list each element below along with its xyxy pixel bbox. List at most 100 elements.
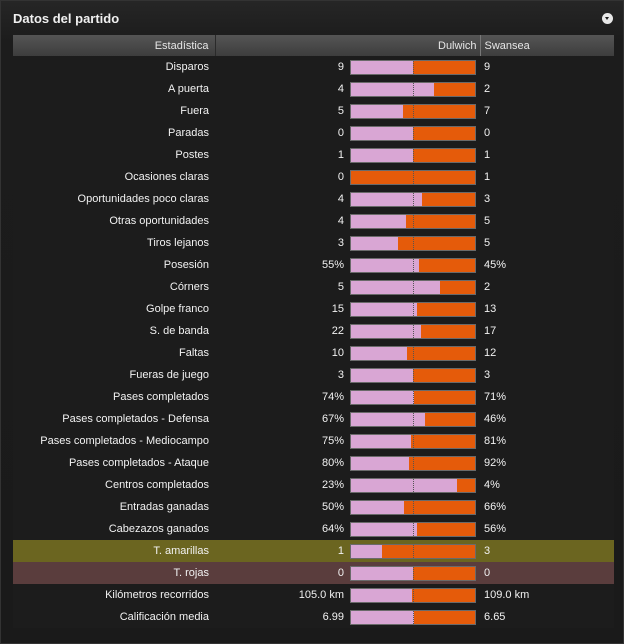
home-value: 74% (321, 391, 344, 403)
comparison-bar (350, 566, 476, 581)
comparison-bar-cell (350, 56, 480, 78)
away-value: 56% (484, 523, 507, 535)
table-row: Pases completados - Defensa 67% 46% (13, 408, 615, 430)
header-away-team[interactable]: Swansea (480, 35, 615, 56)
home-value: 80% (321, 457, 344, 469)
comparison-bar (350, 346, 476, 361)
comparison-bar (350, 170, 476, 185)
comparison-bar-cell (350, 100, 480, 122)
bar-midline (413, 193, 414, 206)
stat-label: Córners (169, 281, 209, 293)
comparison-bar (350, 588, 476, 603)
bar-midline (413, 567, 414, 580)
bar-midline (413, 215, 414, 228)
comparison-bar-cell (350, 496, 480, 518)
away-value: 0 (484, 567, 491, 579)
comparison-bar (350, 236, 476, 251)
home-share-fill (351, 215, 407, 228)
table-row: Cabezazos ganados 64% 56% (13, 518, 615, 540)
away-value: 12 (484, 347, 497, 359)
comparison-bar (350, 412, 476, 427)
away-value: 5 (484, 215, 491, 227)
bar-midline (413, 611, 414, 624)
table-row: Disparos 9 9 (13, 56, 615, 78)
bar-midline (413, 435, 414, 448)
away-value: 45% (484, 259, 507, 271)
comparison-bar (350, 434, 476, 449)
home-share-fill (351, 61, 413, 74)
table-row: Postes 1 1 (13, 144, 615, 166)
comparison-bar-cell (350, 408, 480, 430)
comparison-bar-cell (350, 452, 480, 474)
table-row: Córners 5 2 (13, 276, 615, 298)
away-value: 71% (484, 391, 507, 403)
table-row: Pases completados - Ataque 80% 92% (13, 452, 615, 474)
comparison-bar (350, 82, 476, 97)
bar-midline (413, 545, 414, 558)
comparison-bar-cell (350, 298, 480, 320)
header-stat[interactable]: Estadística (13, 35, 216, 56)
comparison-bar-cell (350, 144, 480, 166)
stat-label: T. amarillas (153, 545, 209, 557)
bar-midline (413, 127, 414, 140)
table-row: Tiros lejanos 3 5 (13, 232, 615, 254)
home-value: 64% (321, 523, 344, 535)
home-value: 55% (321, 259, 344, 271)
table-row: T. amarillas 1 3 (13, 540, 615, 562)
collapse-icon[interactable] (602, 13, 613, 24)
bar-midline (413, 83, 414, 96)
away-value: 9 (484, 61, 491, 73)
comparison-bar-cell (350, 320, 480, 342)
bar-midline (413, 347, 414, 360)
away-value: 5 (484, 237, 491, 249)
away-value: 17 (484, 325, 497, 337)
away-value: 3 (484, 369, 491, 381)
bar-midline (413, 413, 414, 426)
away-value: 92% (484, 457, 507, 469)
comparison-bar (350, 324, 476, 339)
away-value: 66% (484, 501, 507, 513)
header-home-label: Dulwich (438, 39, 477, 52)
table-header-row: Estadística Dulwich Swansea (13, 35, 615, 56)
table-row: Paradas 0 0 (13, 122, 615, 144)
home-value: 15 (331, 303, 344, 315)
stat-label: Otras oportunidades (109, 215, 209, 227)
table-row: Pases completados - Mediocampo 75% 81% (13, 430, 615, 452)
home-share-fill (351, 501, 405, 514)
away-value: 109.0 km (484, 589, 530, 601)
home-share-fill (351, 281, 440, 294)
home-value: 0 (337, 567, 344, 579)
comparison-bar (350, 500, 476, 515)
comparison-bar (350, 258, 476, 273)
bar-midline (413, 589, 414, 602)
away-value: 7 (484, 105, 491, 117)
comparison-bar (350, 478, 476, 493)
away-value: 2 (484, 281, 491, 293)
home-share-fill (351, 457, 409, 470)
comparison-bar-cell (350, 540, 480, 562)
home-share-fill (351, 325, 421, 338)
comparison-bar (350, 148, 476, 163)
stat-label: Disparos (165, 61, 209, 73)
home-value: 22 (331, 325, 344, 337)
table-row: Centros completados 23% 4% (13, 474, 615, 496)
stat-label: Paradas (168, 127, 209, 139)
bar-midline (413, 259, 414, 272)
stat-label: Faltas (179, 347, 209, 359)
comparison-bar-cell (350, 386, 480, 408)
home-share-fill (351, 391, 415, 404)
bar-midline (413, 281, 414, 294)
comparison-bar (350, 390, 476, 405)
header-home-team[interactable]: Dulwich (215, 35, 481, 56)
stat-label: Entradas ganadas (119, 501, 209, 513)
comparison-bar-cell (350, 166, 480, 188)
comparison-bar-cell (350, 474, 480, 496)
stat-label: Centros completados (105, 479, 209, 491)
home-value: 4 (337, 83, 344, 95)
home-share-fill (351, 105, 403, 118)
table-row: Kilómetros recorridos 105.0 km 109.0 km (13, 584, 615, 606)
bar-midline (413, 391, 414, 404)
comparison-bar-cell (350, 342, 480, 364)
home-value: 4 (337, 193, 344, 205)
stat-label: Pases completados (113, 391, 209, 403)
